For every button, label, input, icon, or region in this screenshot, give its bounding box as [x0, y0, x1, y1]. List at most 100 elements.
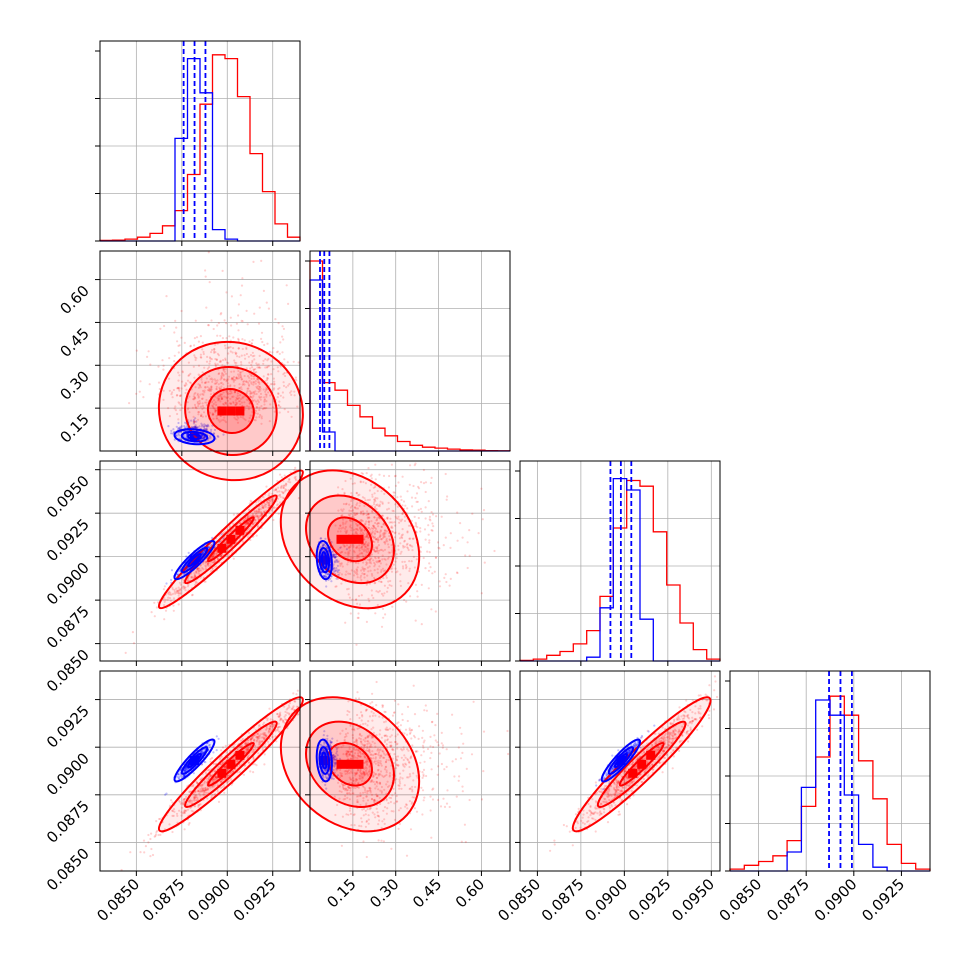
sample-point	[427, 533, 430, 536]
sample-point	[250, 377, 253, 380]
sample-point	[247, 387, 250, 390]
sample-point	[169, 599, 172, 602]
sample-point	[189, 344, 192, 347]
sample-point	[195, 570, 198, 573]
sample-point	[230, 377, 234, 380]
sample-point	[188, 374, 191, 377]
sample-point	[232, 400, 235, 404]
sample-point	[197, 396, 200, 399]
sample-point	[157, 833, 160, 837]
sample-point	[244, 357, 247, 360]
sample-point	[201, 415, 204, 418]
sample-point	[233, 359, 236, 362]
sample-point	[225, 396, 228, 399]
sample-point	[424, 704, 427, 707]
sample-point	[233, 391, 236, 394]
sample-point	[272, 368, 275, 371]
sample-point	[156, 601, 160, 604]
sample-point	[493, 549, 496, 553]
sample-point	[266, 365, 269, 368]
sample-point	[171, 396, 174, 399]
sample-point	[206, 385, 209, 389]
sample-point	[408, 483, 411, 486]
sample-point	[256, 378, 259, 381]
sample-point	[420, 583, 423, 587]
sample-point	[232, 527, 236, 530]
sample-point	[144, 845, 147, 848]
sample-point	[380, 625, 384, 628]
sample-point	[384, 613, 387, 616]
sample-point	[196, 568, 199, 571]
sample-point	[278, 400, 281, 403]
sample-point	[236, 402, 239, 405]
sample-point	[251, 359, 254, 362]
sample-point	[340, 844, 343, 847]
sample-point	[472, 700, 475, 703]
sample-point	[225, 361, 229, 364]
sample-point	[212, 402, 215, 406]
sample-point	[194, 319, 197, 322]
sample-point	[168, 357, 171, 360]
sample-point	[281, 335, 284, 338]
sample-point	[260, 513, 264, 516]
sample-point	[277, 322, 280, 325]
sample-point	[374, 463, 377, 466]
sample-point	[242, 382, 245, 385]
sample-point	[237, 347, 240, 350]
sample-point	[287, 384, 290, 387]
sample-point	[271, 492, 274, 495]
sample-point	[429, 795, 432, 798]
sample-point	[553, 839, 556, 842]
sample-point	[205, 306, 208, 309]
sample-point	[232, 380, 235, 383]
sample-point	[132, 642, 136, 645]
sample-point	[216, 363, 219, 366]
sample-point	[256, 412, 259, 415]
sample-point	[201, 381, 204, 384]
sample-point	[178, 386, 181, 389]
sample-point	[383, 710, 386, 713]
sample-point	[214, 410, 217, 413]
sample-point	[430, 751, 433, 755]
sample-point	[562, 823, 566, 827]
sample-point	[222, 367, 225, 371]
sample-point	[164, 609, 168, 612]
sample-point	[260, 259, 263, 262]
sample-point	[252, 395, 255, 398]
sample-point	[365, 472, 368, 475]
sample-point	[219, 378, 222, 381]
sample-point	[240, 284, 244, 287]
sample-point	[225, 291, 228, 294]
sample-point	[240, 361, 243, 364]
sample-point	[258, 381, 261, 384]
sample-point	[419, 507, 422, 510]
sample-point	[277, 512, 280, 515]
sample-point	[269, 383, 272, 386]
sample-point	[227, 375, 231, 378]
sample-point	[208, 375, 211, 378]
sample-point	[198, 383, 202, 387]
sample-point	[626, 803, 629, 806]
sample-point	[251, 392, 254, 395]
sample-point	[451, 760, 454, 763]
sample-point	[195, 571, 198, 575]
sample-point	[283, 358, 286, 361]
sample-point	[179, 403, 182, 406]
sample-point	[232, 402, 235, 405]
sample-point	[259, 398, 262, 401]
sample-point	[142, 396, 145, 399]
sample-point	[131, 631, 134, 634]
sample-point	[221, 393, 224, 396]
sample-point	[422, 468, 425, 472]
sample-point	[159, 327, 162, 330]
sample-point	[151, 853, 155, 857]
sample-point	[247, 405, 250, 408]
sample-point	[234, 364, 237, 367]
sample-point	[150, 832, 153, 835]
sample-point	[217, 354, 220, 357]
sample-point	[434, 610, 437, 613]
sample-point	[266, 342, 269, 345]
sample-point	[239, 398, 242, 401]
sample-point	[429, 745, 432, 748]
sample-point	[237, 377, 240, 380]
